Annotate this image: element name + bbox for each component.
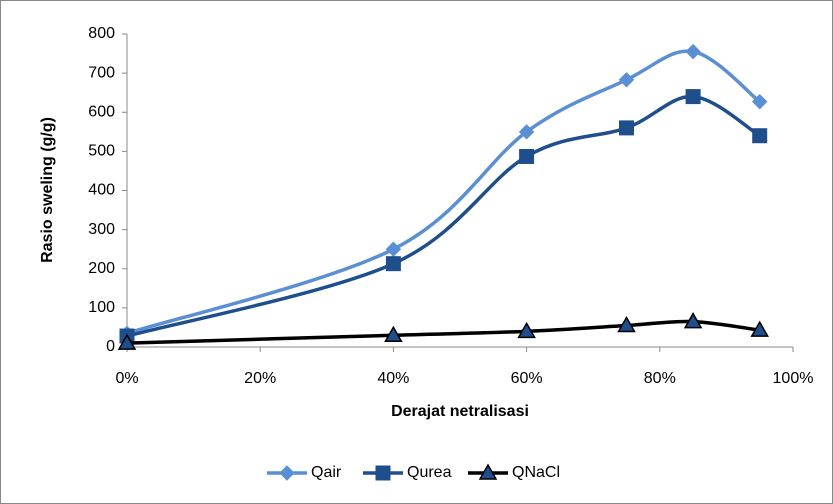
y-tick-label: 400 — [88, 182, 115, 199]
marker — [617, 315, 636, 333]
marker — [384, 325, 403, 343]
marker — [618, 72, 635, 88]
y-tick-label: 0 — [106, 338, 115, 355]
y-tick-label: 500 — [88, 143, 115, 160]
y-axis-label: Rasio sweling (g/g) — [39, 117, 56, 263]
x-tick-label: 60% — [511, 370, 543, 387]
legend-marker — [478, 463, 498, 480]
x-tick-label: 40% — [377, 370, 409, 387]
y-tick-label: 100 — [88, 299, 115, 316]
y-tick-label: 600 — [88, 103, 115, 120]
x-tick-label: 20% — [244, 370, 276, 387]
marker — [685, 43, 701, 60]
y-tick-label: 300 — [88, 221, 115, 238]
marker — [685, 89, 701, 105]
y-tick-label: 700 — [88, 64, 115, 81]
marker — [117, 333, 137, 350]
marker — [619, 120, 634, 136]
marker — [518, 124, 535, 140]
marker — [385, 256, 401, 272]
marker — [750, 320, 769, 337]
legend-label: QNaCl — [512, 464, 560, 481]
y-tick-label: 200 — [88, 260, 115, 277]
y-tick-label: 800 — [88, 25, 115, 42]
marker — [517, 321, 536, 339]
legend-marker — [375, 465, 391, 481]
legend-label: Qurea — [407, 464, 452, 481]
marker — [751, 93, 768, 110]
legend-marker — [279, 465, 295, 481]
marker — [752, 128, 768, 144]
marker — [683, 312, 703, 329]
x-tick-label: 100% — [773, 370, 814, 387]
x-axis-label: Derajat netralisasi — [391, 403, 529, 420]
legend-label: Qair — [311, 464, 342, 481]
x-tick-label: 80% — [644, 370, 676, 387]
x-tick-label: 0% — [115, 370, 138, 387]
marker — [519, 148, 535, 164]
